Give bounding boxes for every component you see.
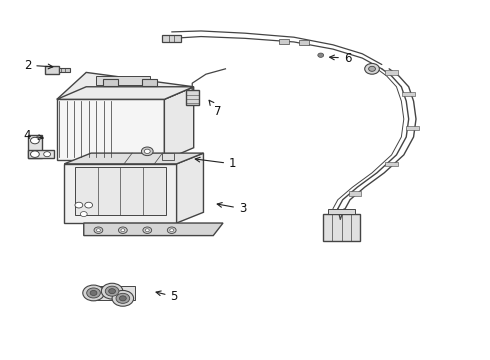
Polygon shape: [164, 87, 194, 160]
Polygon shape: [299, 40, 309, 45]
Circle shape: [94, 227, 103, 233]
Circle shape: [121, 229, 125, 231]
Polygon shape: [162, 35, 181, 42]
Circle shape: [116, 293, 130, 303]
Polygon shape: [96, 76, 150, 85]
Circle shape: [30, 137, 39, 144]
Polygon shape: [328, 210, 355, 214]
Circle shape: [318, 53, 324, 57]
Polygon shape: [64, 164, 176, 223]
Circle shape: [146, 229, 149, 231]
Polygon shape: [45, 66, 59, 74]
Circle shape: [83, 285, 104, 301]
Polygon shape: [57, 72, 194, 99]
Circle shape: [143, 227, 152, 233]
Polygon shape: [64, 153, 203, 164]
Polygon shape: [385, 70, 398, 75]
Text: 7: 7: [209, 100, 222, 118]
Polygon shape: [279, 39, 289, 44]
Polygon shape: [323, 214, 360, 241]
Polygon shape: [402, 92, 415, 96]
Polygon shape: [142, 78, 157, 86]
Polygon shape: [348, 191, 361, 195]
Polygon shape: [186, 90, 198, 105]
Polygon shape: [406, 126, 418, 130]
Circle shape: [142, 147, 153, 156]
Circle shape: [101, 283, 123, 299]
Circle shape: [44, 152, 50, 157]
Text: 1: 1: [195, 157, 237, 170]
Polygon shape: [385, 162, 398, 166]
Circle shape: [167, 227, 176, 233]
Polygon shape: [162, 153, 174, 160]
Circle shape: [112, 291, 134, 306]
Circle shape: [75, 202, 83, 208]
Polygon shape: [27, 149, 54, 158]
Polygon shape: [176, 153, 203, 223]
Polygon shape: [84, 223, 223, 235]
Circle shape: [365, 63, 379, 74]
Circle shape: [145, 149, 150, 153]
Circle shape: [97, 229, 100, 231]
Polygon shape: [57, 87, 194, 99]
Text: 2: 2: [24, 59, 53, 72]
Polygon shape: [59, 68, 70, 72]
Polygon shape: [57, 99, 164, 160]
Circle shape: [109, 289, 116, 294]
Circle shape: [119, 227, 127, 233]
Circle shape: [120, 296, 126, 301]
Circle shape: [30, 151, 39, 157]
Circle shape: [368, 66, 375, 71]
Text: 5: 5: [156, 290, 178, 303]
Polygon shape: [27, 135, 42, 158]
Text: 6: 6: [330, 51, 351, 64]
Circle shape: [105, 286, 119, 296]
Circle shape: [80, 212, 87, 217]
Circle shape: [90, 291, 97, 296]
Text: 3: 3: [217, 202, 246, 215]
Circle shape: [87, 288, 100, 298]
Text: 4: 4: [24, 129, 43, 142]
Polygon shape: [75, 167, 166, 215]
Polygon shape: [103, 78, 118, 86]
Polygon shape: [91, 286, 135, 300]
Circle shape: [170, 229, 173, 231]
Circle shape: [85, 202, 93, 208]
